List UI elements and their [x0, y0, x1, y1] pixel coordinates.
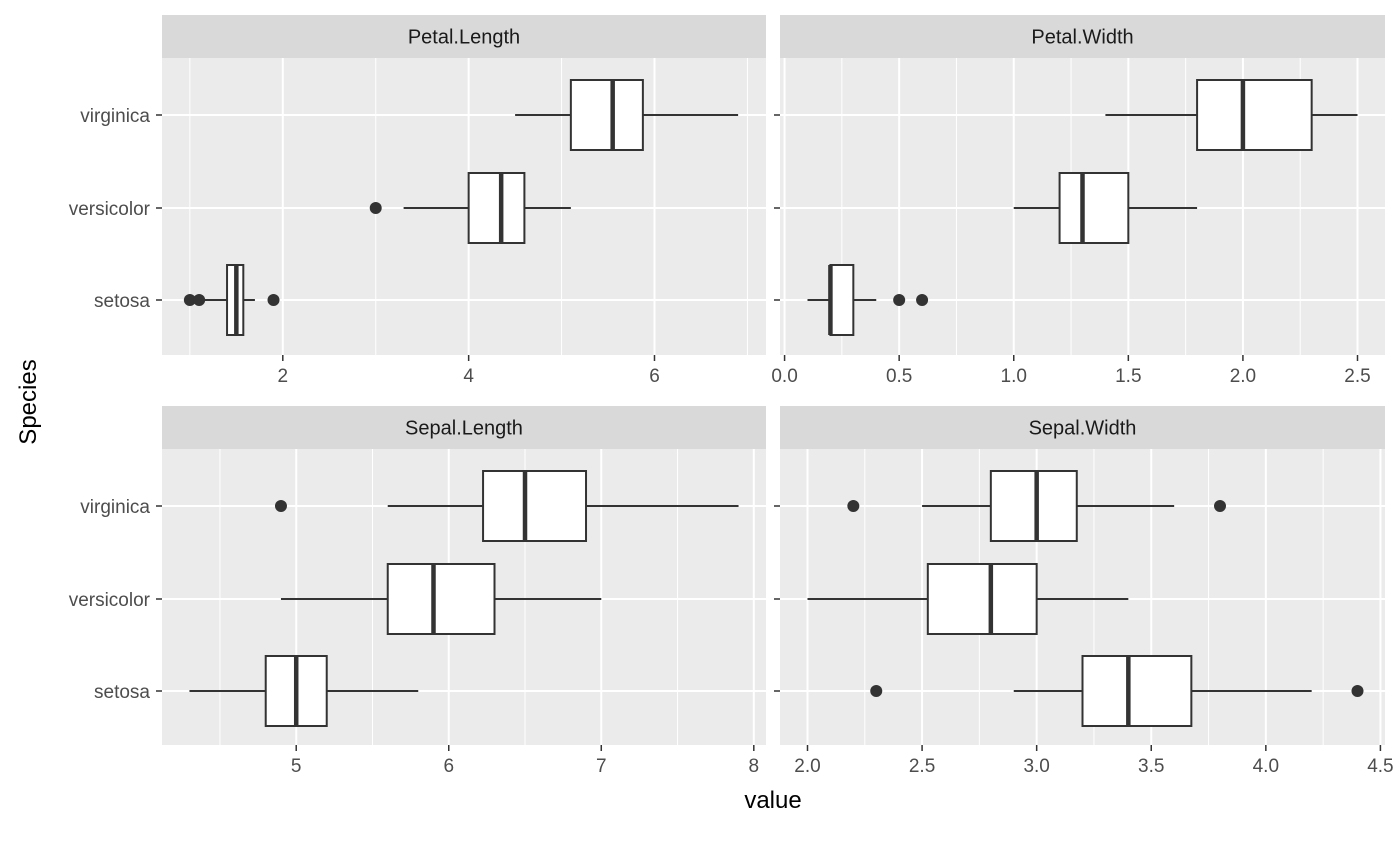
boxplot-virginica: [847, 470, 1226, 542]
panel-background: [162, 58, 766, 355]
outlier-point: [274, 500, 287, 512]
boxplot-versicolor: [280, 563, 602, 635]
y-tick-label: virginica: [80, 106, 150, 127]
x-axis-title: value: [744, 787, 801, 814]
panel-sepal-length: Sepal.Length 5 6 7 8 setosa versicolor virginic…: [69, 406, 766, 777]
box-iqr: [1058, 172, 1130, 244]
box-iqr: [386, 563, 496, 635]
boxplot-versicolor: [807, 563, 1129, 635]
strip-label: Sepal.Width: [1029, 418, 1137, 440]
panel-petal-length: Petal.Length 2 4 6 setosa versicolor virginica: [69, 15, 766, 387]
y-tick-label: versicolor: [69, 199, 151, 220]
x-tick-label: 2.0: [794, 756, 820, 777]
x-tick-label: 0.5: [886, 366, 912, 387]
boxplot-virginica: [515, 79, 739, 151]
outlier-point: [267, 294, 280, 306]
panel-petal-width: Petal.Width 0.0 0.5 1.0 1.5 2.0 2.5: [771, 15, 1385, 387]
x-tick-label: 4.5: [1367, 756, 1393, 777]
x-tick-label: 5: [291, 756, 302, 777]
outlier-point: [369, 202, 382, 214]
outlier-point: [1351, 685, 1364, 697]
box-iqr: [926, 563, 1038, 635]
strip-label: Sepal.Length: [405, 418, 523, 440]
strip-background: [780, 406, 1385, 449]
boxplot-versicolor: [1013, 172, 1198, 244]
strip-background: [162, 406, 766, 449]
x-tick-label: 4: [463, 366, 474, 387]
y-tick-label: setosa: [94, 682, 150, 703]
box-iqr: [482, 470, 588, 542]
y-tick-label: setosa: [94, 291, 150, 312]
x-tick-label: 0.0: [771, 366, 797, 387]
outlier-point: [916, 294, 929, 306]
boxplot-setosa: [189, 655, 419, 727]
outlier-point: [847, 500, 860, 512]
x-tick-label: 2.5: [1344, 366, 1370, 387]
x-tick-label: 6: [649, 366, 660, 387]
strip-background: [780, 15, 1385, 58]
box-iqr: [1196, 79, 1313, 151]
outlier-point: [1214, 500, 1226, 512]
box-iqr: [569, 79, 644, 151]
x-tick-label: 8: [749, 756, 760, 777]
boxplot-virginica: [274, 470, 739, 542]
outlier-point: [870, 685, 883, 697]
x-tick-label: 1.0: [1001, 366, 1027, 387]
box-iqr: [829, 264, 855, 336]
x-tick-label: 6: [443, 756, 454, 777]
boxplot-setosa: [183, 264, 280, 336]
strip-label: Petal.Width: [1031, 27, 1133, 49]
y-tick-label: virginica: [80, 497, 150, 518]
panel-sepal-width: Sepal.Width 2.0 2.5 3.0 3.5 4.0 4.5: [774, 406, 1394, 777]
x-tick-label: 2.0: [1230, 366, 1256, 387]
x-tick-label: 2: [278, 366, 289, 387]
y-tick-label: versicolor: [69, 590, 151, 611]
outlier-point: [183, 294, 196, 306]
strip-label: Petal.Length: [408, 27, 520, 49]
x-tick-label: 1.5: [1115, 366, 1141, 387]
boxplot-virginica: [1105, 79, 1358, 151]
outlier-point: [193, 294, 206, 306]
x-tick-label: 2.5: [909, 756, 935, 777]
boxplot-setosa: [807, 264, 929, 336]
y-axis-title: Species: [15, 359, 42, 444]
x-tick-label: 4.0: [1253, 756, 1279, 777]
box-iqr: [467, 172, 526, 244]
boxplot-versicolor: [369, 172, 571, 244]
outlier-point: [893, 294, 906, 306]
x-tick-label: 3.0: [1023, 756, 1049, 777]
boxplot-setosa: [870, 655, 1364, 727]
strip-background: [162, 15, 766, 58]
box-iqr: [1081, 655, 1193, 727]
box-iqr: [989, 470, 1078, 542]
x-tick-label: 3.5: [1138, 756, 1164, 777]
x-tick-label: 7: [596, 756, 607, 777]
